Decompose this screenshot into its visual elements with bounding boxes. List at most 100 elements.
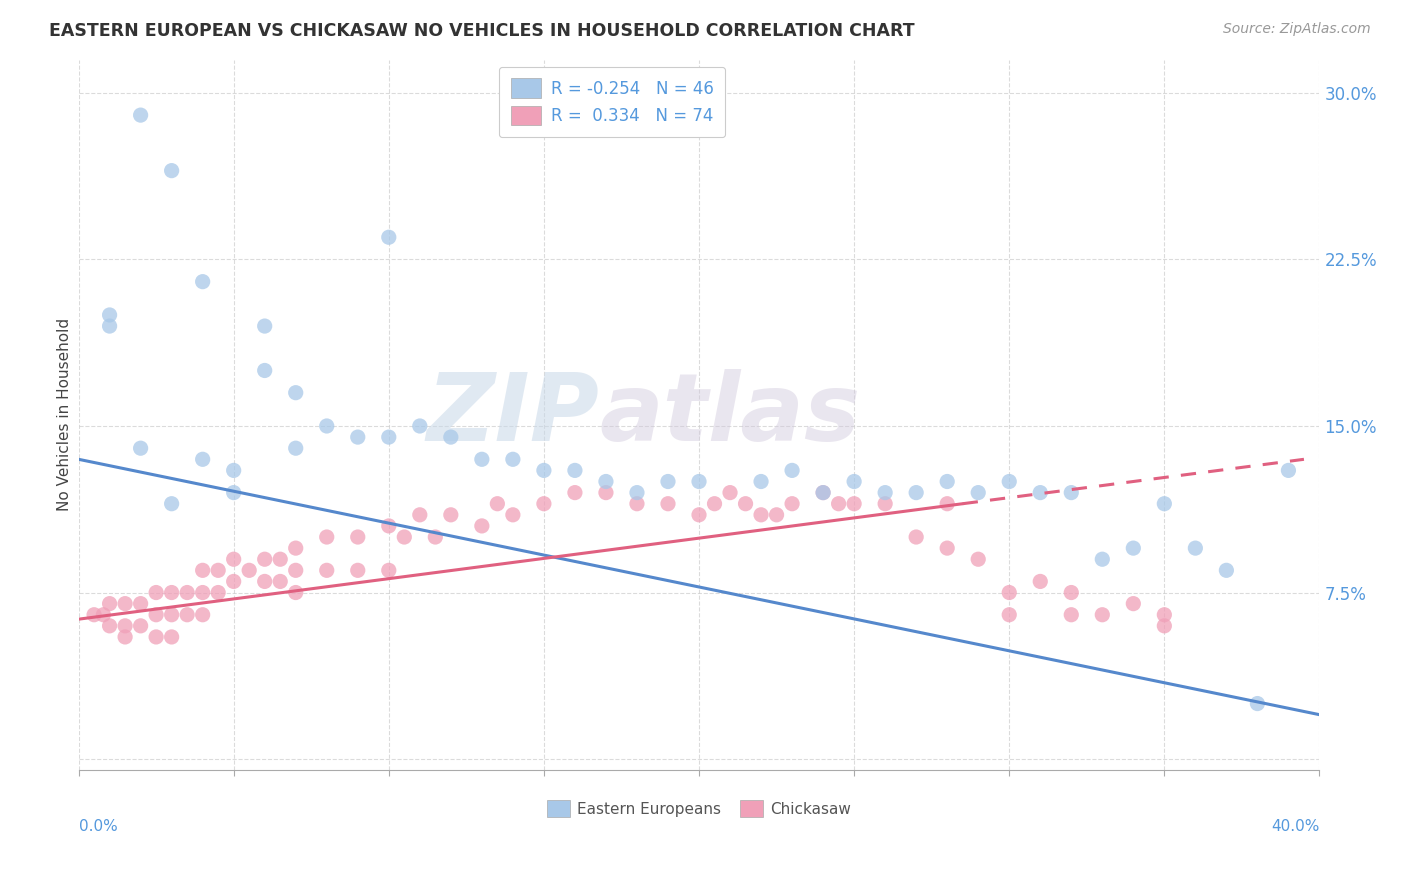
Point <box>471 452 494 467</box>
Point <box>1029 485 1052 500</box>
Point <box>1091 552 1114 566</box>
Point <box>160 497 183 511</box>
Text: atlas: atlas <box>600 369 860 461</box>
Point <box>83 607 105 622</box>
Point <box>471 519 494 533</box>
Point <box>160 163 183 178</box>
Point <box>114 630 136 644</box>
Point <box>749 508 772 522</box>
Text: 40.0%: 40.0% <box>1271 819 1319 834</box>
Point <box>378 519 401 533</box>
Point <box>657 497 679 511</box>
Point <box>191 452 214 467</box>
Point <box>346 430 368 444</box>
Y-axis label: No Vehicles in Household: No Vehicles in Household <box>58 318 72 511</box>
Point <box>207 563 229 577</box>
Point <box>253 552 276 566</box>
Point <box>191 585 214 599</box>
Point <box>998 607 1021 622</box>
Legend: Eastern Europeans, Chickasaw: Eastern Europeans, Chickasaw <box>541 794 858 823</box>
Point <box>409 419 432 434</box>
Point <box>905 485 928 500</box>
Point <box>1153 497 1175 511</box>
Point <box>1153 619 1175 633</box>
Point <box>253 363 276 377</box>
Point <box>129 108 152 122</box>
Point <box>409 508 432 522</box>
Point <box>160 607 183 622</box>
Point <box>811 485 834 500</box>
Point <box>315 419 337 434</box>
Point <box>936 475 959 489</box>
Point <box>827 497 849 511</box>
Point <box>346 563 368 577</box>
Point <box>440 508 463 522</box>
Point <box>315 530 337 544</box>
Point <box>1215 563 1237 577</box>
Point <box>176 607 198 622</box>
Point <box>145 630 167 644</box>
Point <box>1153 607 1175 622</box>
Point <box>222 574 245 589</box>
Point <box>284 585 307 599</box>
Point <box>875 497 897 511</box>
Point <box>269 574 291 589</box>
Point <box>502 508 524 522</box>
Point <box>222 485 245 500</box>
Point <box>734 497 756 511</box>
Point <box>875 485 897 500</box>
Point <box>564 463 586 477</box>
Point <box>1246 697 1268 711</box>
Point <box>284 541 307 555</box>
Point <box>269 552 291 566</box>
Point <box>425 530 447 544</box>
Point <box>284 441 307 455</box>
Point <box>998 585 1021 599</box>
Point <box>284 563 307 577</box>
Point <box>284 385 307 400</box>
Point <box>502 452 524 467</box>
Point <box>191 563 214 577</box>
Point <box>440 430 463 444</box>
Point <box>811 485 834 500</box>
Point <box>222 463 245 477</box>
Point <box>160 630 183 644</box>
Point <box>688 475 710 489</box>
Point <box>1277 463 1299 477</box>
Point <box>378 563 401 577</box>
Point <box>765 508 787 522</box>
Point <box>842 497 865 511</box>
Point <box>936 497 959 511</box>
Point <box>1091 607 1114 622</box>
Point <box>253 574 276 589</box>
Point <box>533 497 555 511</box>
Point <box>207 585 229 599</box>
Point <box>176 585 198 599</box>
Point <box>129 619 152 633</box>
Point <box>93 607 115 622</box>
Point <box>191 275 214 289</box>
Point <box>346 530 368 544</box>
Point <box>160 585 183 599</box>
Point <box>1122 541 1144 555</box>
Point <box>222 552 245 566</box>
Point <box>129 441 152 455</box>
Point <box>191 607 214 622</box>
Point <box>842 475 865 489</box>
Text: Source: ZipAtlas.com: Source: ZipAtlas.com <box>1223 22 1371 37</box>
Point <box>98 619 121 633</box>
Point <box>1122 597 1144 611</box>
Text: EASTERN EUROPEAN VS CHICKASAW NO VEHICLES IN HOUSEHOLD CORRELATION CHART: EASTERN EUROPEAN VS CHICKASAW NO VEHICLE… <box>49 22 915 40</box>
Point <box>145 607 167 622</box>
Point <box>780 463 803 477</box>
Point <box>486 497 509 511</box>
Point <box>905 530 928 544</box>
Point <box>114 597 136 611</box>
Point <box>1060 485 1083 500</box>
Point <box>626 485 648 500</box>
Point <box>657 475 679 489</box>
Point <box>564 485 586 500</box>
Point <box>253 319 276 334</box>
Point <box>1060 607 1083 622</box>
Point <box>129 597 152 611</box>
